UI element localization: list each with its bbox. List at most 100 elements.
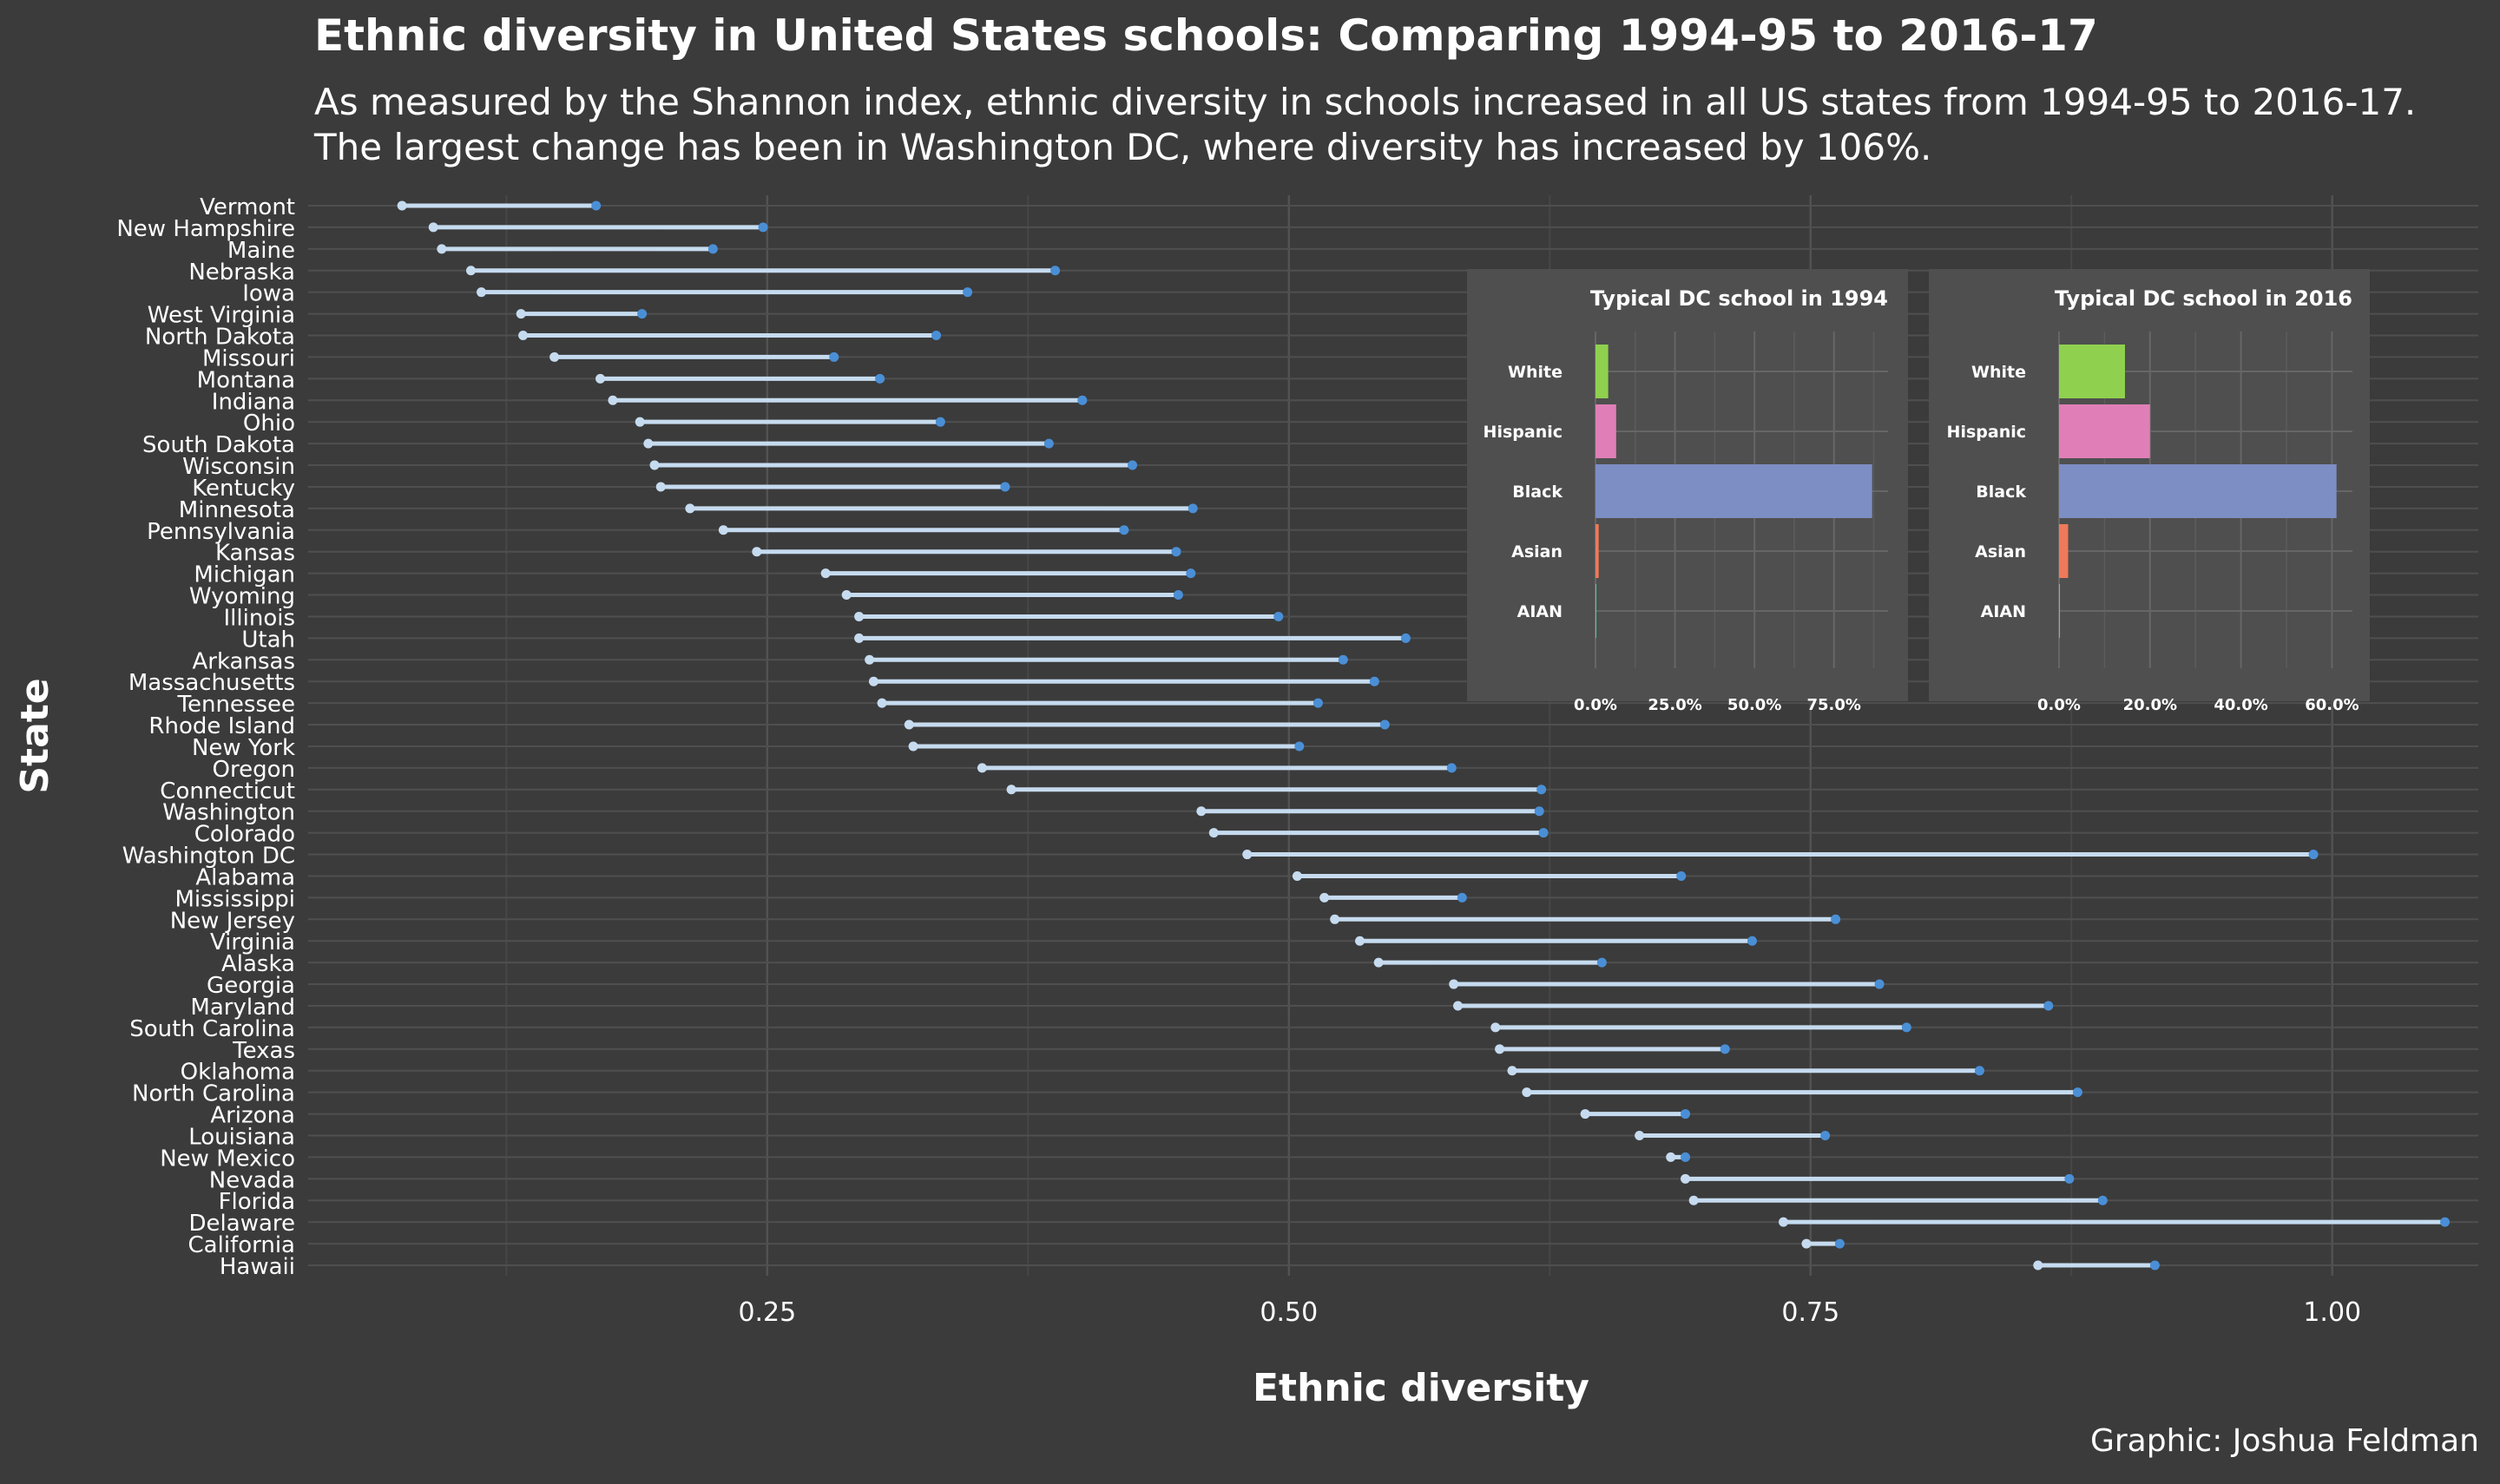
state-label: Mississippi — [174, 886, 295, 912]
dot-2016 — [1000, 482, 1010, 492]
inset-x-tick-label: 0.0% — [2037, 696, 2081, 714]
dot-1994 — [854, 633, 865, 643]
dot-1994 — [477, 287, 487, 298]
credit: Graphic: Joshua Feldman — [2089, 1423, 2479, 1459]
x-tick-label: 0.25 — [738, 1297, 796, 1328]
dot-2016 — [1171, 547, 1181, 557]
dot-2016 — [931, 331, 942, 341]
dot-1994 — [595, 373, 606, 384]
dot-1994 — [1242, 850, 1253, 860]
inset-category-label: Hispanic — [1484, 423, 1562, 442]
inset-bar-hispanic — [2059, 404, 2150, 458]
dot-1994 — [977, 763, 987, 773]
state-label: Kentucky — [192, 476, 295, 502]
state-label: Arizona — [210, 1103, 295, 1129]
dot-2016 — [1596, 957, 1607, 968]
state-label: New Mexico — [160, 1146, 295, 1172]
state-label: Utah — [241, 627, 295, 653]
inset-category-label: White — [1971, 363, 2026, 382]
state-label: Ohio — [243, 410, 295, 437]
state-label: Missouri — [202, 345, 295, 371]
dot-1994 — [841, 590, 852, 601]
inset-category-label: Black — [1512, 483, 1562, 502]
dot-1994 — [516, 309, 526, 319]
y-axis-title: State — [13, 678, 57, 793]
dot-1994 — [1507, 1066, 1517, 1076]
state-label: Michigan — [194, 562, 295, 588]
dot-2016 — [1173, 590, 1183, 601]
inset-title: Typical DC school in 1994 — [1590, 286, 1888, 311]
dot-2016 — [1720, 1044, 1730, 1054]
dot-1994 — [1319, 892, 1330, 903]
dot-2016 — [591, 200, 602, 211]
dot-1994 — [1779, 1217, 1789, 1227]
inset-category-label: AIAN — [1517, 602, 1562, 621]
inset-bar-aian — [1595, 584, 1596, 638]
dot-1994 — [1580, 1109, 1590, 1120]
dot-2016 — [2440, 1217, 2451, 1227]
dot-1994 — [1330, 914, 1340, 924]
state-label: Tennessee — [177, 692, 296, 718]
state-label: Massachusetts — [128, 670, 295, 696]
state-label: Nevada — [209, 1167, 295, 1193]
inset-category-label: Hispanic — [1947, 423, 2026, 442]
dot-1994 — [1208, 828, 1219, 838]
state-label: Georgia — [207, 973, 295, 999]
inset-bar-asian — [2059, 524, 2069, 578]
x-axis-title: Ethnic diversity — [1253, 1366, 1589, 1410]
dot-1994 — [2033, 1260, 2043, 1271]
dot-1994 — [904, 719, 914, 730]
dot-2016 — [1273, 611, 1284, 621]
inset-bar-white — [2059, 345, 2125, 398]
dot-1994 — [655, 482, 666, 492]
state-label: Louisiana — [188, 1124, 295, 1150]
state-label: Colorado — [194, 822, 295, 848]
inset-bar-aian — [2059, 584, 2061, 638]
state-label: Hawaii — [220, 1254, 295, 1280]
dot-1994 — [685, 503, 695, 514]
state-label: Washington DC — [122, 844, 295, 870]
state-label: Wisconsin — [182, 454, 295, 480]
dot-2016 — [1536, 785, 1547, 795]
inset-1994-chart: Typical DC school in 1994 0.0% 25.0% 50.0% 7… — [1467, 269, 1908, 714]
inset-bar-asian — [1595, 524, 1599, 578]
dot-2016 — [1834, 1238, 1845, 1249]
dot-2016 — [875, 373, 885, 384]
inset-x-tick-label: 0.0% — [1574, 696, 1617, 714]
dot-1994 — [428, 222, 438, 233]
state-label: Oklahoma — [181, 1060, 295, 1086]
dot-1994 — [854, 611, 865, 621]
state-label: Florida — [219, 1189, 295, 1215]
dot-2016 — [1874, 979, 1885, 989]
dot-1994 — [1490, 1022, 1501, 1033]
inset-category-label: Black — [1976, 483, 2026, 502]
inset-x-tick-label: 50.0% — [1727, 696, 1781, 714]
dot-1994 — [1688, 1195, 1699, 1205]
state-label: Vermont — [200, 194, 295, 220]
dot-2016 — [1119, 525, 1129, 535]
dot-2016 — [2043, 1001, 2054, 1011]
state-label: Virginia — [210, 929, 295, 955]
state-label: Indiana — [212, 389, 295, 415]
state-label: Minnesota — [179, 497, 295, 523]
dot-1994 — [1373, 957, 1384, 968]
dot-1994 — [437, 244, 447, 254]
dot-2016 — [2308, 850, 2319, 860]
dot-2016 — [1186, 568, 1196, 579]
main-marks — [397, 200, 2451, 1271]
dot-2016 — [935, 417, 945, 427]
dot-2016 — [1077, 395, 1088, 405]
dot-1994 — [466, 266, 476, 276]
dot-2016 — [1820, 1130, 1831, 1140]
inset-2016-chart: Typical DC school in 2016 0.0% 20.0% 40.0% 6… — [1929, 269, 2370, 714]
dot-2016 — [758, 222, 768, 233]
dot-1994 — [397, 200, 407, 211]
state-label: New Jersey — [170, 908, 295, 934]
x-tick-label: 1.00 — [2303, 1297, 2361, 1328]
state-label: New York — [192, 735, 295, 761]
dot-1994 — [1449, 979, 1459, 989]
dot-1994 — [908, 741, 918, 752]
dot-1994 — [1292, 870, 1302, 881]
dot-1994 — [518, 331, 529, 341]
